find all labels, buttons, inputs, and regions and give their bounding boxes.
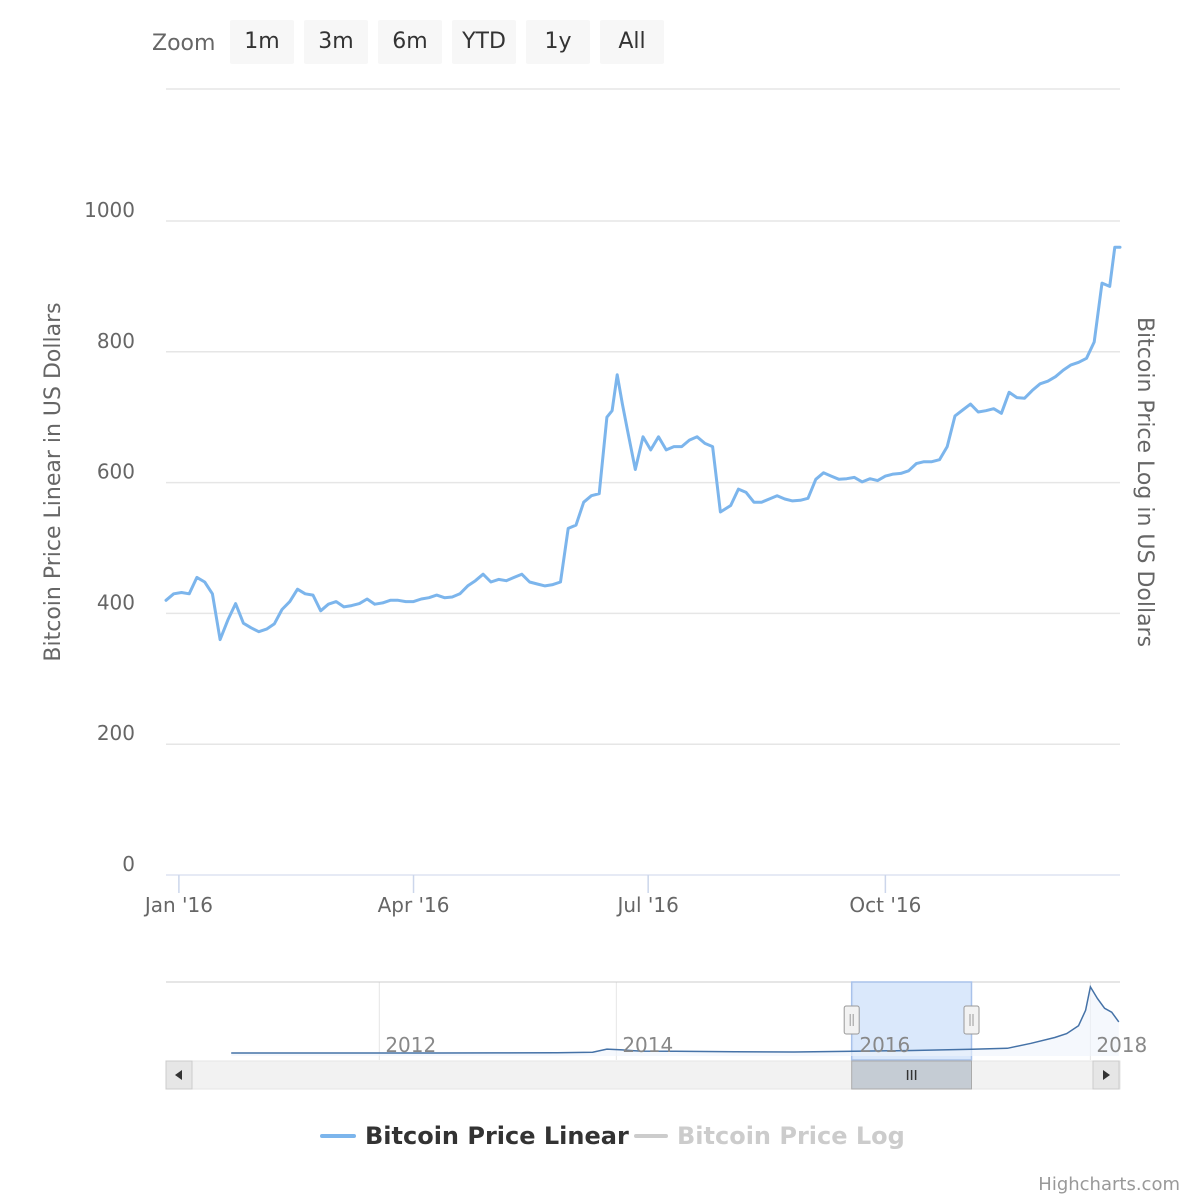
zoom-button-label: YTD	[461, 29, 506, 54]
zoom-button-label: 1y	[544, 29, 571, 54]
y-axis-title-right: Bitcoin Price Log in US Dollars	[1132, 317, 1157, 647]
navigator-label-2018: 2018	[1096, 1033, 1147, 1057]
navigator-selected-range[interactable]	[850, 981, 973, 1061]
zoom-button-label: 6m	[392, 29, 427, 54]
scrollbar[interactable]	[165, 1060, 1121, 1090]
y-tick-label-1000: 1000	[84, 198, 135, 222]
zoom-button-all[interactable]: All	[600, 20, 664, 64]
zoom-button-label: All	[618, 29, 645, 54]
zoom-label: Zoom	[152, 31, 215, 56]
zoom-button-6m[interactable]: 6m	[378, 20, 442, 64]
y-axis-ticks: 0 200 400 600 800 1000	[84, 198, 135, 876]
navigator-handle-right[interactable]	[963, 1005, 980, 1035]
x-axis-ticks: Jan '16 Apr '16 Jul '16 Oct '16	[143, 875, 921, 917]
legend-item-bitcoin-price-log[interactable]: Bitcoin Price Log	[634, 1122, 905, 1150]
navigator-series-area	[231, 986, 1119, 1056]
x-tick-label-1: Apr '16	[378, 893, 450, 917]
legend-label-log: Bitcoin Price Log	[677, 1122, 905, 1150]
scrollbar-track[interactable]	[165, 1060, 1121, 1090]
navigator-axis-labels: 2012 2014 2016 2018	[385, 1033, 1147, 1057]
navigator[interactable]: 2012 2014 2016 2018	[166, 981, 1147, 1061]
range-selector: Zoom 1m 3m 6m YTD 1y All	[152, 20, 664, 64]
navigator-label-2014: 2014	[622, 1033, 673, 1057]
x-tick-label-2: Jul '16	[615, 893, 678, 917]
y-axis-title-left: Bitcoin Price Linear in US Dollars	[41, 302, 66, 661]
x-tick-label-0: Jan '16	[143, 893, 213, 917]
y-tick-label-0: 0	[122, 852, 135, 876]
y-tick-label-600: 600	[97, 460, 135, 484]
zoom-button-label: 1m	[244, 29, 279, 54]
zoom-button-ytd[interactable]: YTD	[452, 20, 516, 64]
navigator-series-line	[231, 984, 1120, 1054]
zoom-button-label: 3m	[318, 29, 353, 54]
plot-area: 0 200 400 600 800 1000 Jan '16 Apr '16 Jul '16 O…	[84, 88, 1122, 917]
zoom-button-3m[interactable]: 3m	[304, 20, 368, 64]
x-tick-label-3: Oct '16	[849, 893, 921, 917]
scrollbar-right-button[interactable]	[1092, 1060, 1120, 1090]
y-tick-label-800: 800	[97, 329, 135, 353]
arrow-right-icon	[1103, 1070, 1110, 1080]
credits-link[interactable]: Highcharts.com	[1038, 1174, 1180, 1195]
zoom-button-1m[interactable]: 1m	[230, 20, 294, 64]
y-tick-label-400: 400	[97, 590, 135, 614]
scrollbar-thumb[interactable]	[851, 1060, 973, 1090]
navigator-label-2012: 2012	[385, 1033, 436, 1057]
y-tick-label-200: 200	[97, 721, 135, 745]
gridlines	[166, 88, 1120, 745]
series-line-bitcoin-price-linear[interactable]	[164, 245, 1122, 642]
arrow-left-icon	[175, 1070, 182, 1080]
zoom-button-1y[interactable]: 1y	[526, 20, 590, 64]
legend: Bitcoin Price Linear Bitcoin Price Log	[320, 1122, 905, 1150]
navigator-label-2016: 2016	[859, 1033, 910, 1057]
scrollbar-grip-icon	[906, 1070, 917, 1080]
navigator-handle-left[interactable]	[843, 1005, 860, 1035]
legend-item-bitcoin-price-linear[interactable]: Bitcoin Price Linear	[320, 1122, 629, 1150]
scrollbar-left-button[interactable]	[165, 1060, 193, 1090]
legend-label-linear: Bitcoin Price Linear	[365, 1122, 629, 1150]
